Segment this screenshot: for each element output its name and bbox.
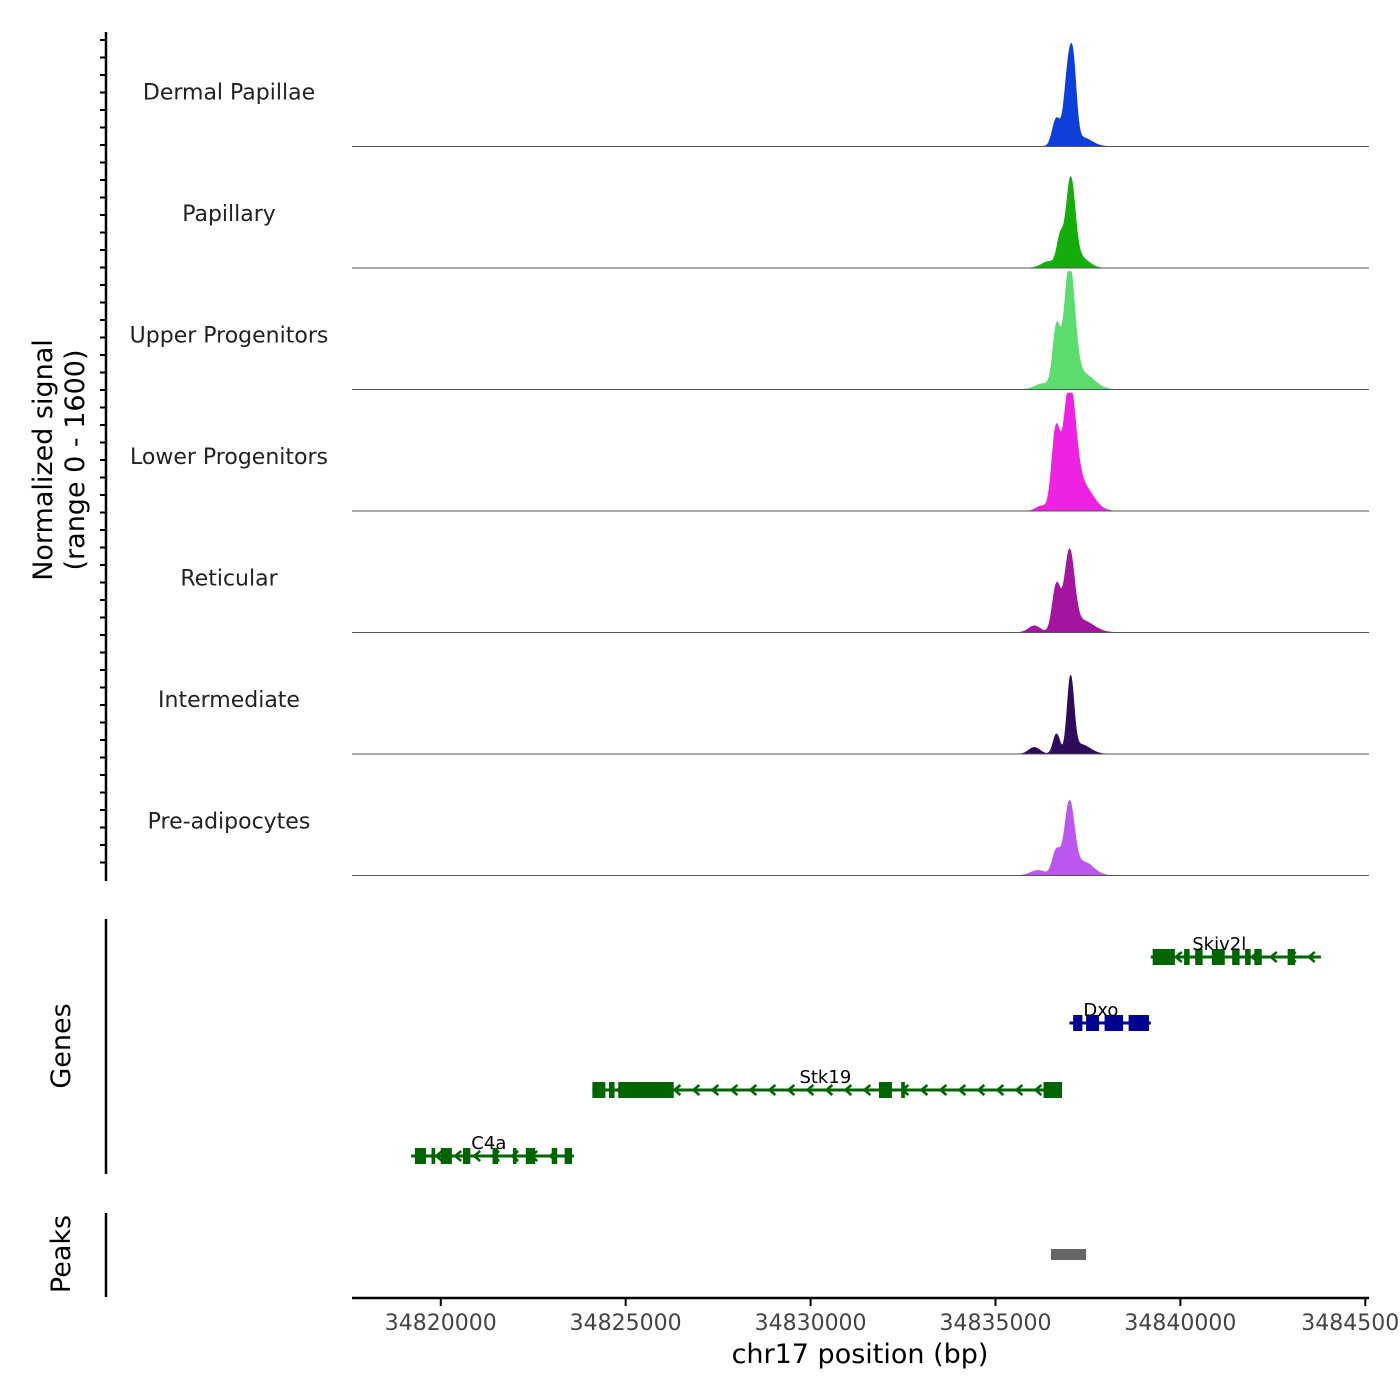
strand-arrow (786, 1084, 796, 1096)
track-label: Upper Progenitors (130, 324, 329, 349)
gene-exon (1245, 949, 1251, 965)
gene-skiv2l: Skiv2l (1150, 934, 1321, 965)
gene-exon (1195, 949, 1203, 965)
peak-region (1050, 1249, 1087, 1260)
strand-arrow (748, 1084, 758, 1096)
gene-exon (618, 1082, 674, 1098)
gene-exon (431, 1148, 436, 1164)
track-label: Dermal Papillae (143, 81, 315, 106)
gene-exon (512, 1148, 517, 1164)
track-signal-area (352, 548, 1369, 633)
peaks-axis-title: Peaks (46, 1215, 77, 1293)
strand-arrow (938, 1084, 948, 1096)
gene-label: Stk19 (799, 1067, 851, 1088)
gene-exon (551, 1148, 558, 1164)
gene-label: Skiv2l (1192, 934, 1246, 955)
y-axis-title-line1: Normalized signal (28, 339, 59, 581)
track-label: Reticular (180, 567, 278, 592)
gene-c4a: C4a (411, 1133, 574, 1164)
y-axis-title-line2: (range 0 - 1600) (60, 350, 91, 571)
track-signal-area (352, 271, 1369, 390)
strand-arrow (919, 1084, 929, 1096)
gene-exon (1152, 949, 1175, 965)
strand-arrow (767, 1084, 777, 1096)
gene-exon (1287, 949, 1296, 965)
track-label: Intermediate (158, 688, 300, 713)
track-upper-progenitors: Upper Progenitors (130, 271, 1369, 390)
track-pre-adipocytes: Pre-adipocytes (148, 799, 1369, 876)
x-axis-tick-label: 34840000 (1124, 1311, 1236, 1336)
genes-axis-title: Genes (46, 1003, 77, 1088)
strand-arrow (1014, 1084, 1024, 1096)
gene-track: Skiv2l Dxo Stk19 C4a (411, 934, 1321, 1164)
strand-arrow (672, 1084, 682, 1096)
strand-arrow (472, 1150, 481, 1162)
x-axis-tick-label: 34845000 (1301, 1311, 1400, 1336)
gene-dxo: Dxo (1069, 1000, 1151, 1031)
track-reticular: Reticular (180, 548, 1369, 633)
gene-exon (564, 1148, 573, 1164)
strand-arrow (824, 1084, 834, 1096)
track-intermediate: Intermediate (158, 674, 1369, 755)
track-signal-area (352, 799, 1369, 876)
gene-exon (609, 1082, 615, 1098)
track-signal-area (352, 392, 1369, 512)
track-lower-progenitors: Lower Progenitors (130, 392, 1369, 512)
gene-exon (462, 1148, 471, 1164)
strand-arrow (453, 1150, 462, 1162)
x-axis-tick-label: 34835000 (939, 1311, 1051, 1336)
track-signal-area (352, 674, 1369, 755)
strand-arrow (1306, 951, 1316, 963)
track-label: Papillary (182, 202, 276, 227)
track-label: Lower Progenitors (130, 445, 328, 470)
gene-exon (414, 1148, 426, 1164)
x-axis-tick-label: 34830000 (755, 1311, 867, 1336)
strand-arrow (995, 1084, 1005, 1096)
strand-arrow (976, 1084, 986, 1096)
gene-exon (1184, 949, 1190, 965)
gene-exon (878, 1082, 892, 1098)
strand-arrow (1033, 1084, 1043, 1096)
gene-exon (1232, 949, 1240, 965)
axes: 34820000 34825000 34830000 34835000 34840000… (100, 32, 1400, 1336)
strand-arrow (710, 1084, 720, 1096)
gene-exon (1128, 1015, 1149, 1031)
gene-exon (1254, 949, 1262, 965)
gene-label: Dxo (1083, 1000, 1118, 1021)
gene-exon (592, 1082, 606, 1098)
gene-exon (901, 1082, 905, 1098)
coverage-tracks: Dermal Papillae Papillary Upper Progenitor… (130, 42, 1369, 876)
strand-arrow (805, 1084, 815, 1096)
gene-exon (1104, 1015, 1124, 1031)
strand-arrow (729, 1084, 739, 1096)
gene-exon (1086, 1015, 1100, 1031)
gene-exon (1043, 1082, 1063, 1098)
track-papillary: Papillary (182, 176, 1369, 269)
track-signal-area (352, 42, 1369, 147)
strand-arrow (862, 1084, 872, 1096)
strand-arrow (843, 1084, 853, 1096)
gene-exon (525, 1148, 536, 1164)
track-label: Pre-adipocytes (148, 810, 311, 835)
strand-arrow (1268, 951, 1278, 963)
gene-stk19: Stk19 (592, 1067, 1063, 1098)
gene-label: C4a (471, 1133, 506, 1154)
x-axis-tick-label: 34820000 (385, 1311, 497, 1336)
track-signal-area (352, 176, 1369, 269)
strand-arrow (434, 1150, 443, 1162)
gene-exon (492, 1148, 499, 1164)
strand-arrow (1173, 951, 1183, 963)
track-dermal-papillae: Dermal Papillae (143, 42, 1369, 147)
strand-arrow (691, 1084, 701, 1096)
peak-track (1050, 1249, 1087, 1260)
gene-exon (1211, 949, 1225, 965)
x-axis-tick-label: 34825000 (570, 1311, 682, 1336)
strand-arrow (957, 1084, 967, 1096)
x-axis-title: chr17 position (bp) (732, 1339, 989, 1370)
gene-exon (440, 1148, 452, 1164)
gene-exon (1073, 1015, 1083, 1031)
